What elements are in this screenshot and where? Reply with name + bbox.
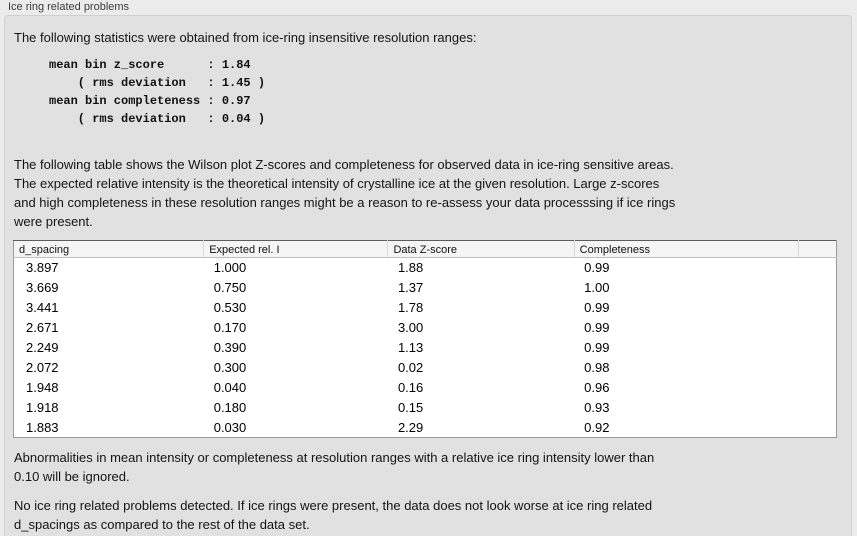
groupbox-title: Ice ring related problems bbox=[8, 1, 130, 13]
table-row[interactable]: 2.072 0.300 0.02 0.98 bbox=[14, 358, 837, 378]
table-cell bbox=[798, 338, 836, 358]
table-cell: 1.948 bbox=[26, 380, 59, 395]
table-cell: 2.072 bbox=[26, 360, 59, 375]
table-cell bbox=[798, 358, 836, 378]
table-cell: 0.530 bbox=[213, 300, 247, 315]
table-cell: 3.669 bbox=[26, 280, 59, 295]
column-header-data-z-score[interactable]: Data Z-score bbox=[387, 240, 575, 258]
table-cell: 0.390 bbox=[213, 340, 247, 355]
table-cell: 2.671 bbox=[26, 320, 59, 335]
table-cell bbox=[798, 398, 836, 418]
intro-text: The following statistics were obtained f… bbox=[14, 30, 477, 45]
table-cell: 3.441 bbox=[26, 300, 59, 315]
table-cell: 0.750 bbox=[213, 280, 247, 295]
table-cell: 0.99 bbox=[584, 320, 610, 335]
ignore-note: Abnormalities in mean intensity or compl… bbox=[14, 450, 655, 484]
table-row[interactable]: 1.918 0.180 0.15 0.93 bbox=[14, 398, 837, 418]
table-row[interactable]: 3.897 1.000 1.88 0.99 bbox=[14, 258, 837, 278]
column-header-empty bbox=[798, 240, 837, 258]
table-cell: 0.93 bbox=[584, 400, 610, 415]
table-cell: 0.02 bbox=[397, 360, 424, 375]
table-row[interactable]: 2.671 0.170 3.00 0.99 bbox=[14, 318, 837, 338]
stats-block: mean bin z_score : 1.84 ( rms deviation … bbox=[49, 58, 266, 126]
column-header-d-spacing[interactable]: d_spacing bbox=[13, 240, 205, 258]
table-cell: 0.180 bbox=[213, 400, 247, 415]
table-cell: 0.96 bbox=[584, 380, 610, 395]
table-row[interactable]: 2.249 0.390 1.13 0.99 bbox=[14, 338, 837, 358]
table-cell bbox=[798, 298, 836, 318]
table-row[interactable]: 1.883 0.030 2.29 0.92 bbox=[14, 418, 837, 438]
table-cell: 1.918 bbox=[26, 400, 59, 415]
table-cell: 1.88 bbox=[397, 260, 424, 276]
table-cell: 0.99 bbox=[584, 260, 610, 276]
table-description: The following table shows the Wilson plo… bbox=[14, 157, 676, 229]
table-cell: 0.99 bbox=[584, 300, 610, 315]
groupbox: The following statistics were obtained f… bbox=[4, 15, 852, 536]
table-cell bbox=[798, 318, 836, 338]
table-cell: 0.170 bbox=[213, 320, 247, 335]
conclusion-note: No ice ring related problems detected. I… bbox=[14, 498, 653, 532]
table-cell: 2.249 bbox=[26, 340, 59, 355]
column-header-completeness[interactable]: Completeness bbox=[574, 240, 799, 258]
results-table: d_spacing Expected rel. I Data Z-score C… bbox=[13, 240, 837, 438]
table-cell: 1.37 bbox=[397, 280, 424, 295]
table-cell: 3.00 bbox=[397, 320, 424, 335]
table-cell: 1.00 bbox=[584, 280, 610, 295]
table-cell: 0.300 bbox=[213, 360, 247, 375]
table-cell: 0.98 bbox=[584, 360, 610, 375]
table-cell bbox=[798, 418, 836, 438]
table-cell: 0.16 bbox=[397, 380, 424, 395]
table-cell: 0.030 bbox=[213, 419, 247, 435]
table-row[interactable]: 3.441 0.530 1.78 0.99 bbox=[14, 298, 837, 318]
table-cell: 0.15 bbox=[397, 400, 424, 415]
table-cell: 1.78 bbox=[397, 300, 424, 315]
table-cell: 1.13 bbox=[397, 340, 424, 355]
table-cell: 0.92 bbox=[584, 419, 610, 435]
table-row[interactable]: 1.948 0.040 0.16 0.96 bbox=[14, 378, 837, 398]
table-header: d_spacing Expected rel. I Data Z-score C… bbox=[13, 240, 837, 258]
table-cell: 2.29 bbox=[397, 419, 424, 435]
table-cell: 0.040 bbox=[213, 380, 247, 395]
table-cell: 3.897 bbox=[26, 260, 59, 276]
table-cell bbox=[798, 258, 836, 278]
table-row[interactable]: 3.669 0.750 1.37 1.00 bbox=[14, 278, 837, 298]
column-header-expected-rel-i[interactable]: Expected rel. I bbox=[203, 240, 389, 258]
table-cell: 1.000 bbox=[213, 260, 247, 276]
table-cell: 0.99 bbox=[584, 340, 610, 355]
table-cell bbox=[798, 278, 836, 298]
table-cell: 1.883 bbox=[26, 419, 59, 435]
table-cell bbox=[798, 378, 836, 398]
